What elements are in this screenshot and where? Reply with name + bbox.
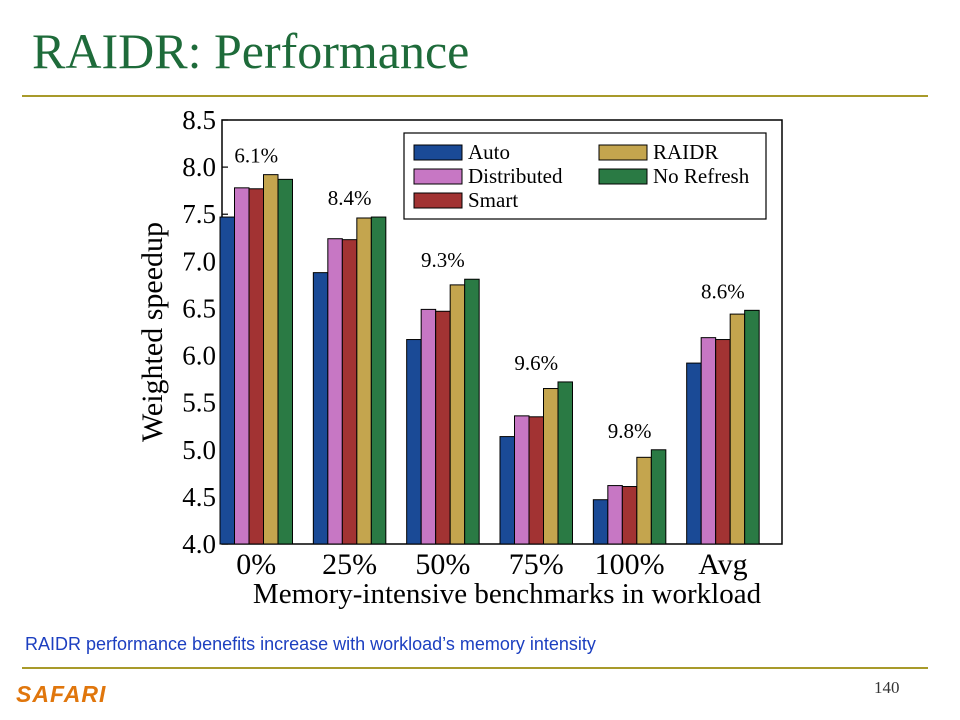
- legend-label: Smart: [468, 188, 518, 212]
- legend-label: RAIDR: [653, 140, 718, 164]
- bar-raidr: [263, 174, 279, 545]
- y-tick-label: 7.5: [182, 199, 216, 229]
- x-axis-title: Memory-intensive benchmarks in workload: [253, 578, 762, 610]
- improvement-label: 8.4%: [328, 186, 372, 210]
- y-tick-label: 6.5: [182, 293, 216, 323]
- bar-auto: [499, 436, 515, 545]
- improvement-label: 8.6%: [701, 279, 745, 303]
- bar-no-refresh: [744, 309, 760, 545]
- bar-auto: [686, 362, 702, 545]
- bar-no-refresh: [650, 449, 667, 545]
- y-tick-label: 7.0: [182, 246, 216, 276]
- x-tick-label: 75%: [509, 548, 564, 581]
- bar-auto: [592, 499, 609, 545]
- y-tick-label: 5.5: [182, 388, 216, 418]
- bar-distributed: [514, 415, 530, 545]
- improvement-label: 9.6%: [514, 351, 558, 375]
- y-axis-title: Weighted speedup: [136, 222, 169, 442]
- bar-no-refresh: [557, 381, 573, 545]
- bar-smart: [435, 310, 451, 545]
- improvement-label: 6.1%: [234, 144, 278, 168]
- weighted-speedup-bar-chart: 4.0 4.5 5.0 5.5 6.0 6.5 7.0 7.5 8.0 8.5 Weighted s…: [136, 105, 783, 610]
- page-number: 140: [874, 678, 900, 697]
- bar-auto: [406, 339, 422, 545]
- bar-smart: [621, 486, 638, 545]
- improvement-label: 9.8%: [608, 419, 652, 443]
- bar-distributed: [327, 238, 343, 545]
- y-tick-label: 4.5: [182, 482, 216, 512]
- legend-box: [403, 132, 767, 220]
- x-tick-label: 0%: [236, 548, 276, 581]
- bar-smart: [528, 416, 544, 545]
- bar-raidr: [449, 284, 466, 545]
- y-tick-label: 4.0: [182, 529, 216, 559]
- x-tick-label: 50%: [415, 548, 470, 581]
- bar-no-refresh: [370, 216, 387, 545]
- improvement-label: 9.3%: [421, 248, 465, 272]
- bar-smart: [248, 188, 264, 545]
- legend-swatch-smart: [413, 192, 463, 209]
- title-divider: [22, 95, 928, 97]
- slide-title: RAIDR: Performance: [32, 23, 470, 79]
- x-tick-label: Avg: [698, 548, 747, 581]
- bar-distributed: [607, 485, 623, 545]
- legend-label: Distributed: [468, 164, 563, 188]
- legend-swatch-distributed: [413, 168, 463, 185]
- bar-raidr: [636, 456, 652, 545]
- y-tick-label: 6.0: [182, 341, 216, 371]
- x-tick-label: 100%: [595, 548, 665, 581]
- bar-raidr: [356, 217, 372, 545]
- legend-swatch-auto: [413, 144, 463, 161]
- safari-logo: SAFARI: [16, 681, 107, 707]
- bar-raidr: [729, 313, 746, 545]
- y-tick-label: 8.0: [182, 152, 216, 182]
- bar-distributed: [700, 337, 717, 545]
- legend-label: Auto: [468, 140, 510, 164]
- bar-smart: [341, 239, 358, 545]
- bar-auto: [312, 272, 329, 545]
- footer-divider: [22, 667, 928, 669]
- bar-no-refresh: [277, 178, 293, 545]
- bar-distributed: [420, 308, 437, 545]
- bar-distributed: [234, 187, 250, 545]
- slide-caption: RAIDR performance benefits increase with…: [25, 634, 596, 654]
- y-tick-label: 5.0: [182, 435, 216, 465]
- bar-raidr: [543, 388, 559, 545]
- legend-swatch-no-refresh: [598, 168, 648, 185]
- legend-swatch-raidr: [598, 144, 648, 161]
- bar-no-refresh: [464, 278, 480, 545]
- bar-smart: [715, 339, 731, 545]
- legend-label: No Refresh: [653, 164, 750, 188]
- x-tick-label: 25%: [322, 548, 377, 581]
- bar-auto: [219, 216, 235, 545]
- y-tick-label: 8.5: [182, 105, 216, 135]
